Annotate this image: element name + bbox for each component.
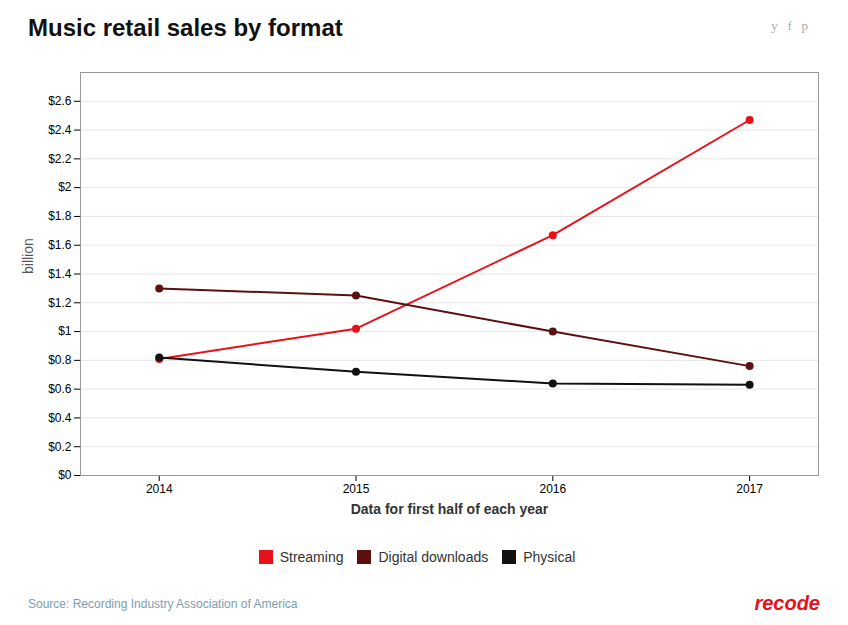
svg-text:$1.8: $1.8	[48, 209, 72, 223]
html-text:Physical: Physical	[523, 548, 576, 565]
svg-text:$1.6: $1.6	[48, 238, 72, 252]
html-text:recode: recode	[754, 592, 820, 614]
svg-text:$2.2: $2.2	[48, 152, 72, 166]
svg-text:$0: $0	[58, 468, 72, 482]
svg-text:$0.8: $0.8	[48, 353, 72, 367]
svg-text:$0.6: $0.6	[48, 382, 72, 396]
svg-text:2016: 2016	[539, 482, 566, 496]
svg-text:$0.4: $0.4	[48, 411, 72, 425]
svg-text:$2.6: $2.6	[48, 94, 72, 108]
svg-text:2014: 2014	[146, 482, 173, 496]
html-text:Source: Recording Industry Ass: Source: Recording Industry Association o…	[28, 597, 298, 611]
svg-text:2015: 2015	[343, 482, 370, 496]
html-text:Music retail sales by format: Music retail sales by format	[28, 14, 343, 41]
svg-text:Data for first half of each ye: Data for first half of each year	[351, 501, 549, 517]
html-text:y f p: y f p	[771, 18, 808, 33]
svg-text:$1.2: $1.2	[48, 296, 72, 310]
html-text:Digital downloads: Digital downloads	[378, 548, 489, 565]
svg-text:$2.4: $2.4	[48, 123, 72, 137]
html-text:Streaming: Streaming	[279, 548, 344, 565]
svg-text:$2: $2	[58, 180, 72, 194]
svg-text:$1: $1	[58, 324, 72, 338]
svg-text:$0.2: $0.2	[48, 440, 72, 454]
svg-text:$1.4: $1.4	[48, 267, 72, 281]
svg-text:billion: billion	[20, 238, 36, 274]
svg-text:2017: 2017	[736, 482, 763, 496]
